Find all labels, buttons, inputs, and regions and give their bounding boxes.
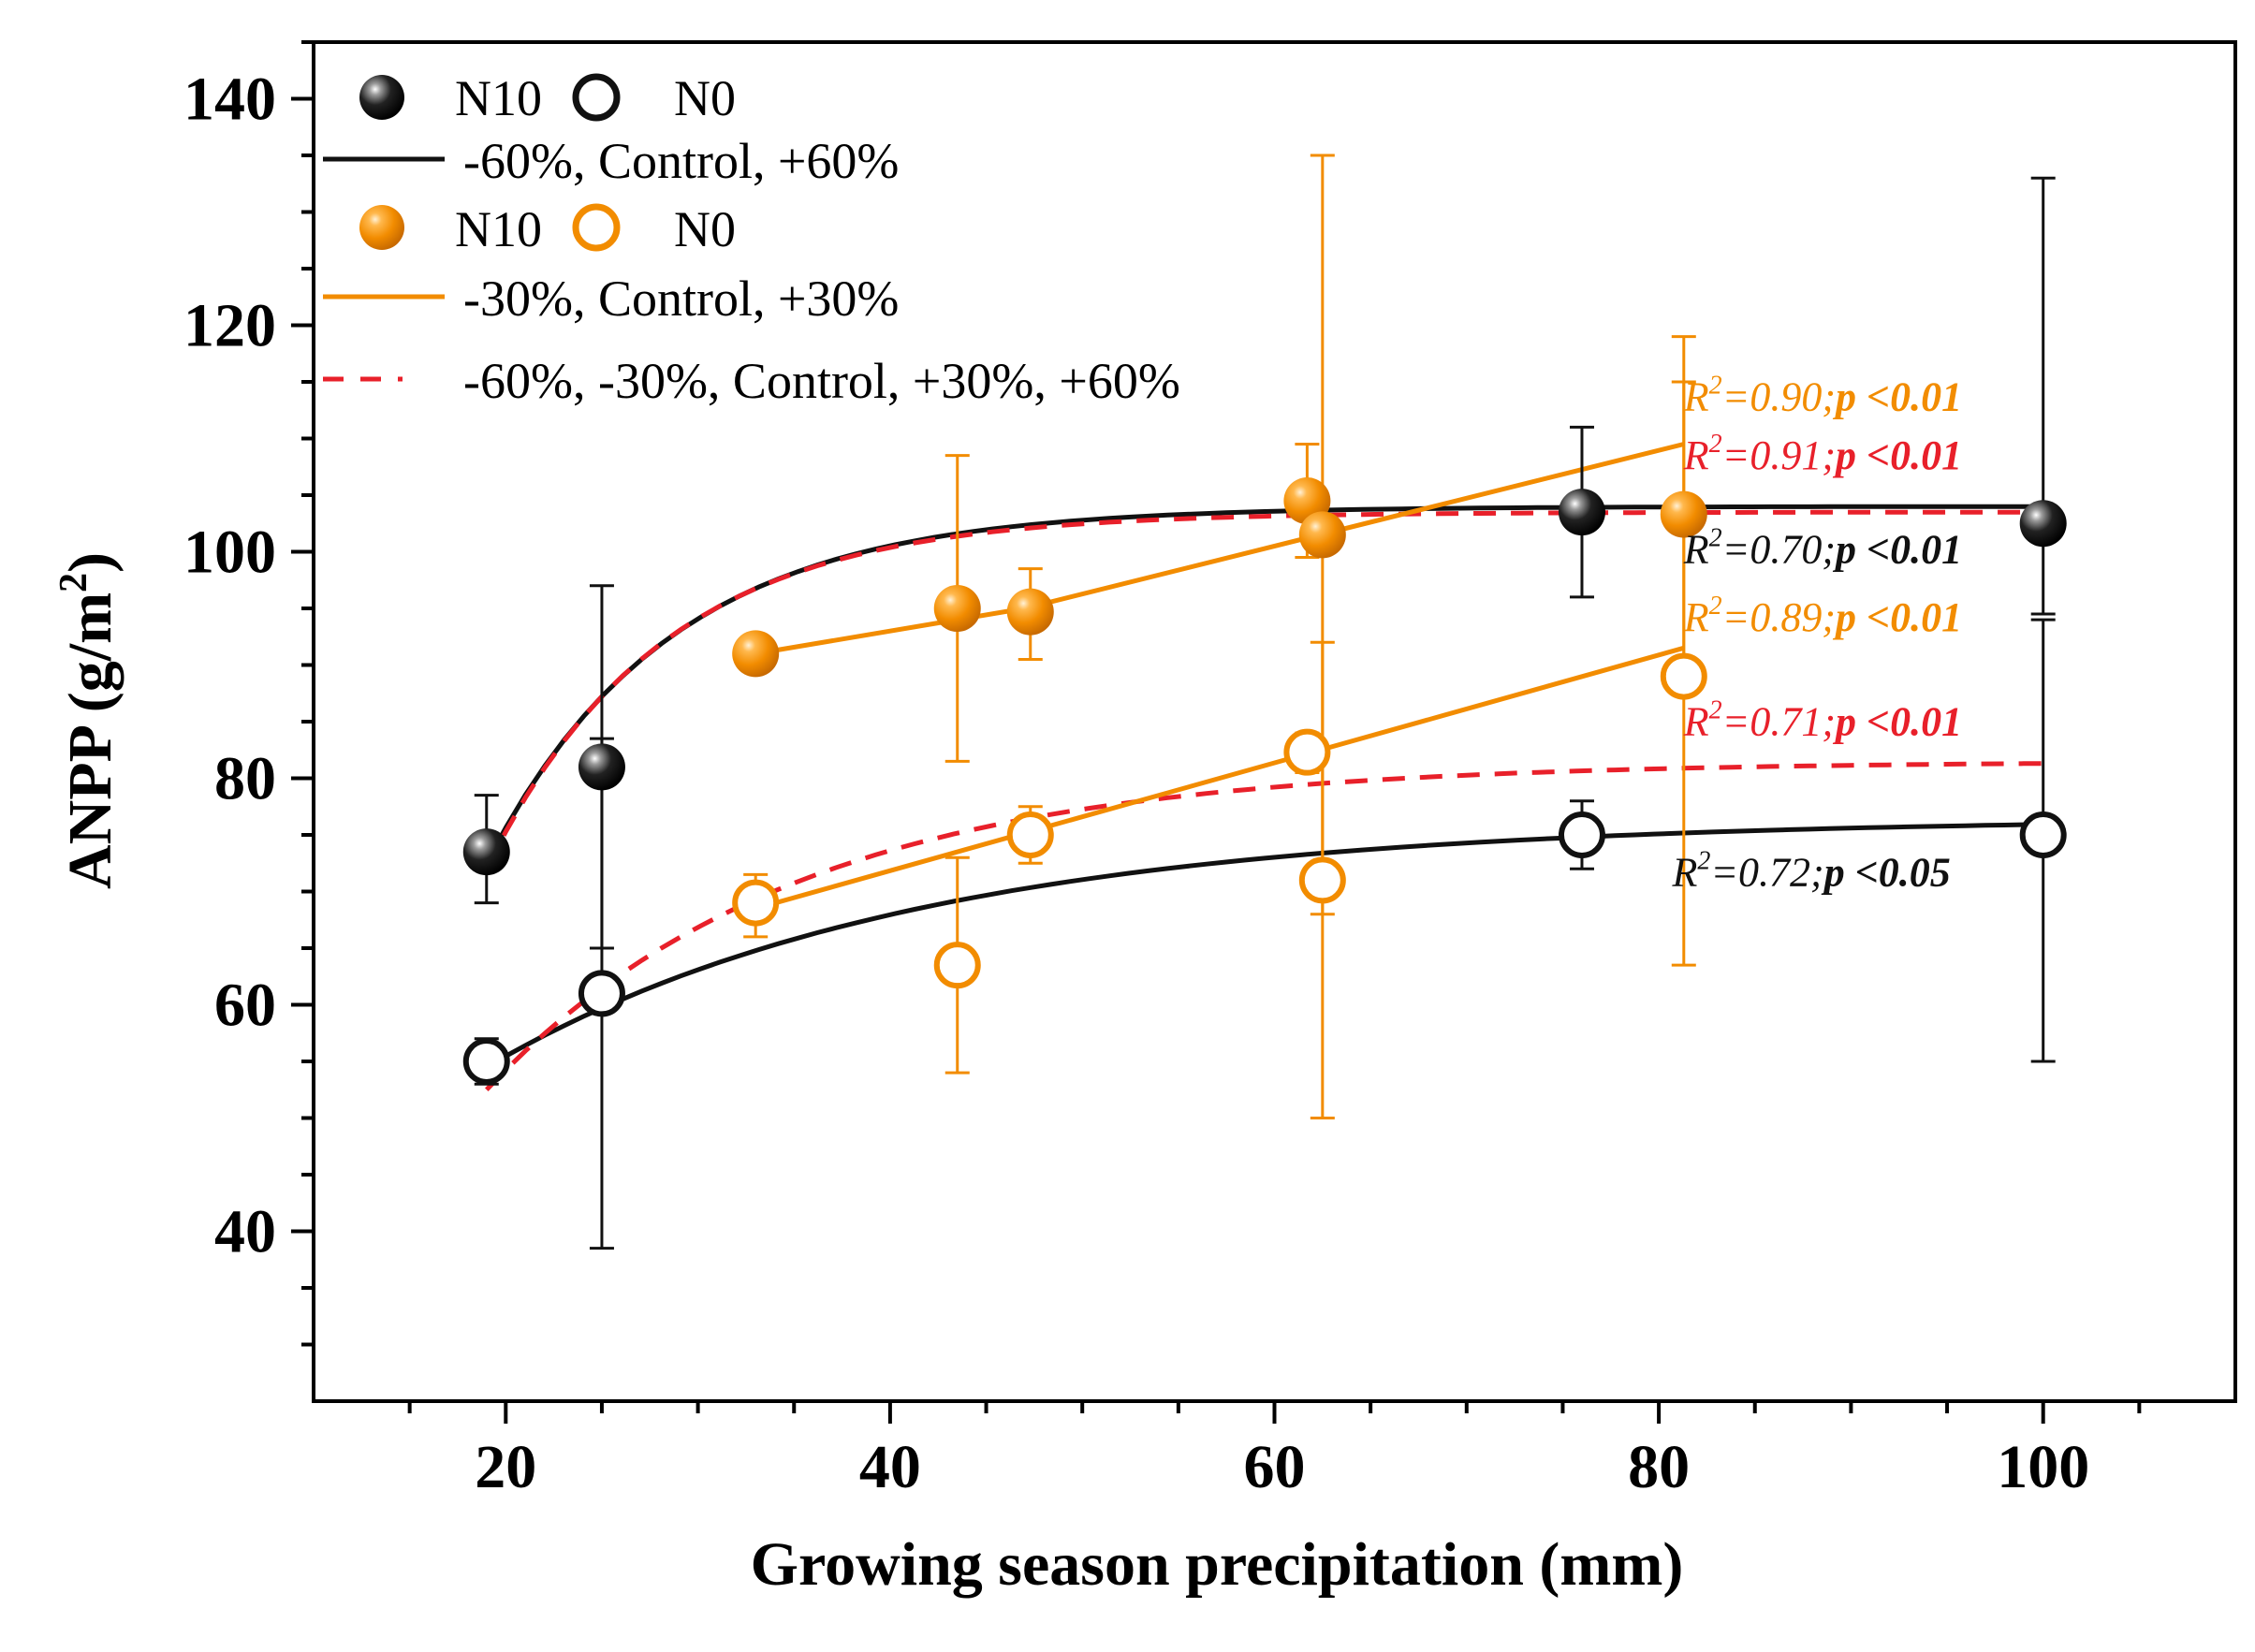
- data-point-open: [1283, 728, 1331, 776]
- fit-line-black-n0: [485, 822, 2043, 1070]
- r2-sup: 2: [1709, 592, 1722, 621]
- r2-value: =0.71;: [1722, 699, 1836, 745]
- r2-sup: 2: [1709, 430, 1722, 459]
- fit-line-orange-n0: [754, 645, 1685, 912]
- data-point-open: [1006, 811, 1054, 858]
- p-value: p <0.01: [1832, 594, 1962, 640]
- r2-annotation: R2=0.91;p <0.01: [1683, 430, 1962, 478]
- data-point-filled: [578, 743, 625, 791]
- fit-line-red-n10: [484, 509, 2043, 870]
- x-tick-label: 60: [1244, 1433, 1306, 1501]
- y-tick-label: 40: [214, 1198, 276, 1266]
- data-point-filled: [732, 630, 780, 678]
- data-point-open: [1298, 856, 1346, 904]
- y-tick-label: 60: [214, 972, 276, 1040]
- x-axis-ticks: 20 40 60 80 100: [407, 1401, 2142, 1501]
- r2-annotation: R2=0.89;p <0.01: [1683, 592, 1962, 640]
- p-value: p <0.01: [1832, 373, 1962, 419]
- r2-value: =0.89;: [1722, 594, 1836, 640]
- r2-label: R: [1671, 849, 1697, 895]
- legend-label-black-line: -60%, Control, +60%: [463, 133, 899, 189]
- data-point-filled: [1558, 489, 1605, 536]
- x-tick-label: 20: [475, 1433, 536, 1501]
- legend-label-orange-n10: N10: [455, 201, 542, 257]
- data-point-open: [933, 942, 981, 989]
- legend-marker-orange-filled: [359, 205, 404, 250]
- legend-label-black-n10: N10: [455, 70, 542, 126]
- r2-annotation: R2=0.90;p <0.01: [1683, 371, 1962, 419]
- p-value: p <0.01: [1832, 527, 1962, 573]
- y-tick-label: 120: [183, 292, 276, 360]
- r2-value: =0.91;: [1722, 432, 1836, 478]
- x-axis-title: Growing season precipitation (mm): [751, 1530, 1684, 1599]
- fit-line-red-n0: [485, 761, 2043, 1092]
- legend-marker-black-filled: [359, 75, 404, 120]
- r2-annotation: R2=0.71;p <0.01: [1683, 696, 1962, 745]
- r2-sup: 2: [1709, 696, 1722, 725]
- data-point-filled: [1006, 588, 1054, 636]
- p-value: p <0.01: [1832, 699, 1962, 745]
- x-tick-label: 100: [1997, 1433, 2089, 1501]
- legend-label-black-n0: N0: [674, 70, 736, 126]
- r2-annotation: R2=0.70;p <0.01: [1683, 524, 1962, 573]
- data-point-open: [1660, 652, 1707, 700]
- r2-sup: 2: [1697, 846, 1710, 875]
- data-point-open: [2019, 811, 2067, 858]
- y-axis-title: ANPP (g/m2): [52, 552, 124, 889]
- r2-value: =0.70;: [1722, 527, 1836, 573]
- legend-label-orange-line: -30%, Control, +30%: [463, 270, 899, 327]
- r2-label: R: [1683, 699, 1709, 745]
- y-tick-label: 100: [183, 519, 276, 587]
- y-axis-ticks: 40 60 80 100 120 140: [183, 40, 314, 1347]
- y-axis-title-main: ANPP (g/m: [56, 592, 124, 889]
- legend-marker-black-open: [572, 73, 621, 122]
- data-point-open: [578, 970, 625, 1017]
- r2-value: =0.72;: [1710, 849, 1823, 895]
- y-tick-label: 80: [214, 745, 276, 813]
- p-value: p <0.01: [1832, 432, 1962, 478]
- data-point-open: [732, 879, 780, 927]
- p-value: p <0.05: [1821, 849, 1951, 895]
- legend-label-orange-n0: N0: [674, 201, 736, 257]
- x-tick-label: 80: [1628, 1433, 1690, 1501]
- y-tick-label: 140: [183, 66, 276, 134]
- r2-label: R: [1683, 527, 1709, 573]
- r2-sup: 2: [1709, 371, 1722, 400]
- legend-label-red-line: -60%, -30%, Control, +30%, +60%: [463, 353, 1180, 409]
- r2-annotation: R2=0.72;p <0.05: [1671, 846, 1950, 895]
- data-points: [462, 477, 2067, 1085]
- r2-label: R: [1683, 432, 1709, 478]
- legend-marker-orange-open: [572, 203, 621, 252]
- data-point-filled: [2019, 500, 2067, 548]
- data-point-open: [462, 1038, 510, 1085]
- r2-sup: 2: [1709, 524, 1722, 553]
- x-tick-label: 40: [859, 1433, 921, 1501]
- r2-label: R: [1683, 594, 1709, 640]
- data-point-filled: [1660, 490, 1707, 538]
- y-axis-title-sup: 2: [52, 573, 95, 592]
- data-point-filled: [462, 828, 510, 876]
- data-point-open: [1558, 811, 1605, 858]
- data-point-filled: [933, 585, 981, 632]
- r2-value: =0.90;: [1722, 373, 1836, 419]
- legend: N10 N0 -60%, Control, +60% N10 N0 -30%, …: [323, 70, 1180, 409]
- data-point-filled: [1298, 511, 1346, 559]
- y-axis-title-close: ): [56, 552, 124, 573]
- r2-label: R: [1683, 373, 1709, 419]
